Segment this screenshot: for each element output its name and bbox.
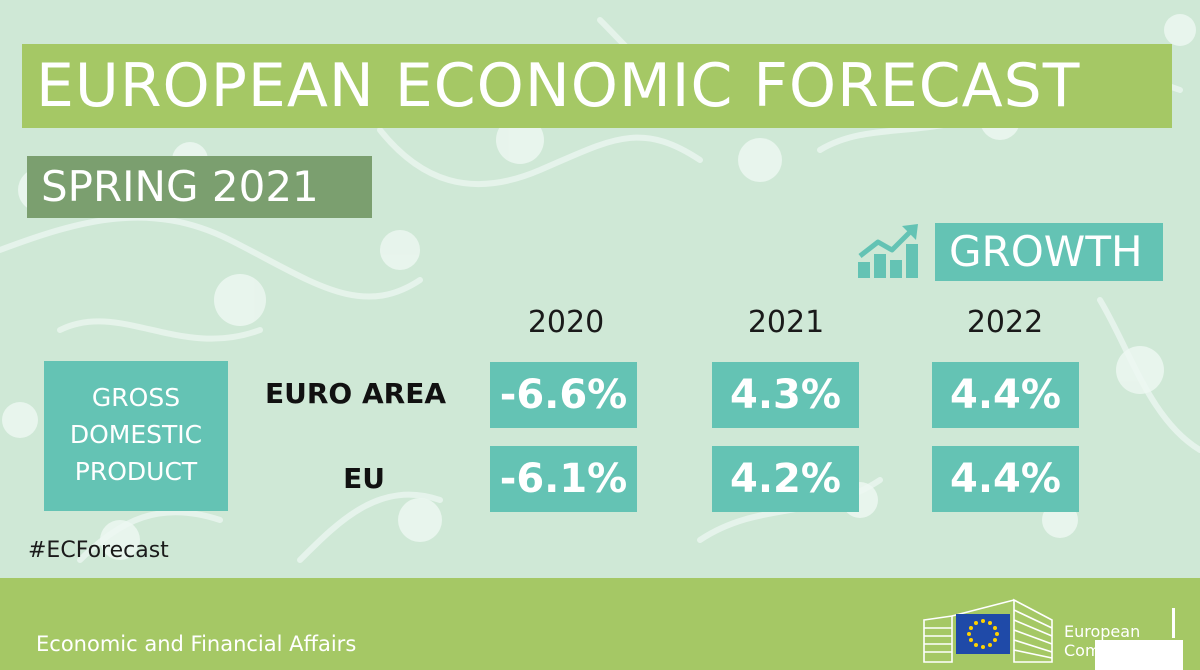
- value-euro-area-2020: -6.6%: [490, 362, 637, 428]
- gdp-line-2: DOMESTIC: [69, 420, 203, 449]
- subtitle-banner: SPRING 2021: [27, 156, 372, 218]
- hashtag-label: #ECForecast: [28, 538, 169, 563]
- value-eu-2022: 4.4%: [932, 446, 1079, 512]
- footer-department-label: Economic and Financial Affairs: [36, 632, 357, 656]
- title-banner: EUROPEAN ECONOMIC FORECAST: [22, 44, 1172, 128]
- footer-divider-line: [1172, 608, 1175, 638]
- year-2022-header: 2022: [966, 305, 1044, 340]
- gdp-line-3: PRODUCT: [74, 457, 198, 486]
- section-label-growth: GROWTH: [935, 223, 1163, 281]
- value-euro-area-2021: 4.3%: [712, 362, 859, 428]
- row-label-eu: EU: [343, 462, 385, 495]
- row-label-euro-area: EURO AREA: [264, 377, 446, 410]
- european-commission-logo: [923, 598, 1053, 663]
- footer-white-patch: [1095, 640, 1183, 670]
- ec-text-line-2: Com: [1064, 641, 1101, 660]
- ec-text-line-1: European: [1064, 622, 1141, 641]
- year-2021-header: 2021: [747, 305, 825, 340]
- growth-chart-icon: [858, 224, 918, 278]
- value-eu-2020: -6.1%: [490, 446, 637, 512]
- gdp-indicator-box: GROSS DOMESTIC PRODUCT: [44, 361, 228, 511]
- value-euro-area-2022: 4.4%: [932, 362, 1079, 428]
- european-commission-logo-text: European Com: [1064, 622, 1140, 660]
- value-eu-2021: 4.2%: [712, 446, 859, 512]
- gdp-line-1: GROSS: [91, 383, 181, 412]
- year-2020-header: 2020: [527, 305, 605, 340]
